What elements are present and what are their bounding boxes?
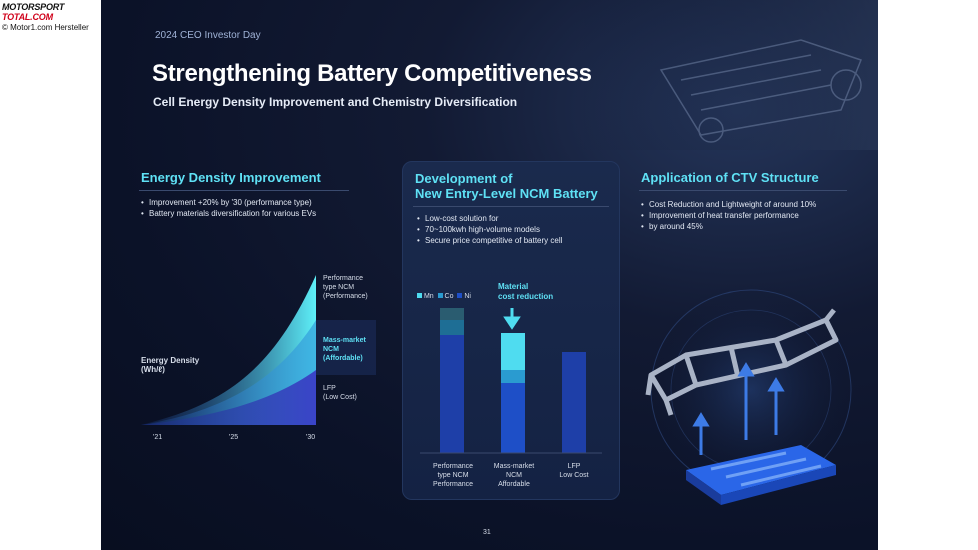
bullet: Improvement of heat transfer performance xyxy=(641,210,816,221)
bar-performance-ni xyxy=(440,335,464,453)
bar-legend: Mn Co Ni xyxy=(417,292,471,301)
bar-label-lfp: LFP Low Cost xyxy=(544,462,604,480)
bullet: Low-cost solution for xyxy=(417,213,562,224)
series-label-line: type NCM xyxy=(323,284,355,291)
y-axis-label: Energy Density (Wh/ℓ) xyxy=(141,356,199,374)
legend-swatch-ni xyxy=(457,293,463,298)
bullet-continuation: 70~100kwh high-volume models xyxy=(417,224,562,235)
bar-performance-co xyxy=(440,320,464,335)
bar-label-line: Mass-market xyxy=(493,463,535,470)
divider xyxy=(413,206,609,207)
ncm-heading-line: New Entry-Level NCM Battery xyxy=(415,186,598,201)
energy-density-heading: Energy Density Improvement xyxy=(141,170,321,185)
series-label-line: LFP xyxy=(323,385,336,392)
bar-label-line: Performance xyxy=(432,481,474,488)
bar-label-mass-market: Mass-market NCM Affordable xyxy=(484,462,544,489)
chassis-frame xyxy=(645,308,839,416)
slide: 2024 CEO Investor Day Strengthening Batt… xyxy=(101,0,878,550)
ncm-bullets: Low-cost solution for 70~100kwh high-vol… xyxy=(417,213,562,246)
down-arrow-icon xyxy=(503,308,521,330)
legend-swatch-mn xyxy=(417,293,422,298)
legend-label: Co xyxy=(444,293,454,300)
bar-label-line: Affordable xyxy=(498,481,530,488)
series-label-line: NCM xyxy=(323,346,339,353)
heat-transfer-arrows xyxy=(692,362,785,455)
chart-connector xyxy=(316,320,376,375)
energy-density-chart xyxy=(141,275,376,425)
bullet: Improvement +20% by '30 (performance typ… xyxy=(141,197,316,208)
bar-performance-mn xyxy=(440,308,464,320)
logo-bottom: TOTAL.COM xyxy=(2,12,53,22)
bullet-continuation: by around 45% xyxy=(641,221,816,232)
bar-label-line: NCM xyxy=(506,472,522,479)
ctv-heading: Application of CTV Structure xyxy=(641,170,819,185)
watermark: MOTORSPORT TOTAL.COM © Motor1.com Herste… xyxy=(2,2,89,32)
chassis-photo xyxy=(571,0,878,150)
series-label-line: Mass-market xyxy=(323,337,366,344)
y-label-unit: (Wh/ℓ) xyxy=(141,365,165,374)
legend-swatch-co xyxy=(437,293,443,298)
ctv-bullets: Cost Reduction and Lightweight of around… xyxy=(641,199,816,232)
battery-pack-icon xyxy=(686,445,836,505)
callout-line: Material xyxy=(498,282,529,291)
callout-line: cost reduction xyxy=(498,292,554,301)
legend-label: Mn xyxy=(423,293,434,300)
x-tick: '30 xyxy=(306,434,316,441)
bullet: Battery materials diversification for va… xyxy=(141,208,316,219)
series-label-line: Performance xyxy=(323,275,364,282)
page-number: 31 xyxy=(483,529,491,536)
bar-mass-market-ni xyxy=(501,383,525,453)
x-tick: '21 xyxy=(153,434,163,441)
bar-label-line: type NCM xyxy=(437,472,469,479)
bullet: Secure price competitive of battery cell xyxy=(417,235,562,246)
bar-label-line: LFP xyxy=(567,463,581,470)
motorsport-logo: MOTORSPORT TOTAL.COM xyxy=(2,2,89,22)
ncm-heading-line: Development of xyxy=(415,171,513,186)
bar-mass-market-co xyxy=(501,370,525,383)
bar-mass-market-mn xyxy=(501,333,525,370)
bar-label-line: Low Cost xyxy=(559,472,589,479)
bullet: Cost Reduction and Lightweight of around… xyxy=(641,199,816,210)
page-title: Strengthening Battery Competitiveness xyxy=(152,60,592,87)
divider xyxy=(639,190,847,191)
legend-label: Ni xyxy=(464,293,471,300)
ctv-structure-illustration xyxy=(641,280,861,505)
series-label-mass-market: Mass-market NCM (Affordable) xyxy=(323,336,366,363)
event-label: 2024 CEO Investor Day xyxy=(155,30,261,41)
divider xyxy=(139,190,349,191)
series-label-line: (Affordable) xyxy=(323,355,363,362)
cell-composition-chart xyxy=(420,308,602,454)
logo-top: MOTORSPORT xyxy=(2,2,65,12)
energy-density-bullets: Improvement +20% by '30 (performance typ… xyxy=(141,197,316,219)
series-label-performance: Performance type NCM (Performance) xyxy=(323,274,368,301)
page-subtitle: Cell Energy Density Improvement and Chem… xyxy=(153,95,518,109)
series-label-line: (Performance) xyxy=(323,293,368,300)
bar-lfp xyxy=(562,352,586,453)
ncm-heading: Development of New Entry-Level NCM Batte… xyxy=(415,171,598,201)
bar-label-performance: Performance type NCM Performance xyxy=(423,462,483,489)
y-label-line: Energy Density xyxy=(141,356,200,365)
series-label-lfp: LFP (Low Cost) xyxy=(323,384,357,402)
lfp-area xyxy=(141,370,316,425)
x-tick: '25 xyxy=(229,434,239,441)
material-callout: Material cost reduction xyxy=(498,282,553,302)
credit-text: © Motor1.com Hersteller xyxy=(2,23,89,32)
bar-label-line: Performance xyxy=(432,463,474,470)
series-label-line: (Low Cost) xyxy=(323,394,357,401)
